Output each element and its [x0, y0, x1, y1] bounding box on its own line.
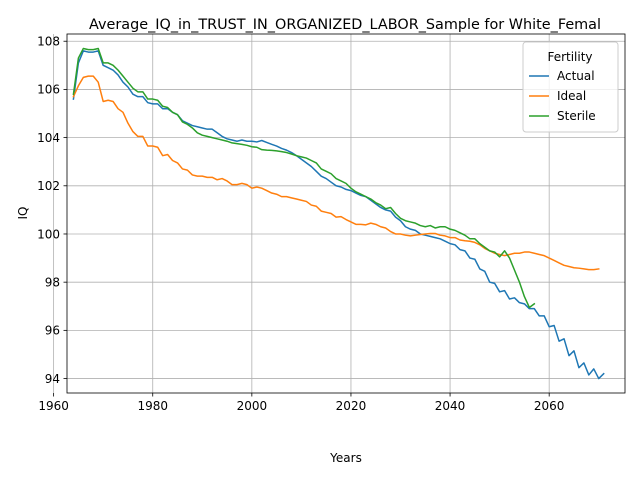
chart-title: Average_IQ_in_TRUST_IN_ORGANIZED_LABOR_S… [89, 17, 601, 33]
legend-items: Actual Ideal Sterile [529, 69, 596, 123]
x-tick-label: 1960 [38, 399, 69, 413]
y-tick-label: 98 [45, 275, 60, 289]
y-tick-label: 104 [37, 131, 60, 145]
y-tick-label: 108 [37, 35, 60, 49]
series-line-ideal [72, 75, 600, 271]
x-axis-label: Years [329, 451, 362, 465]
x-tick-label: 2040 [435, 399, 466, 413]
y-axis-label: IQ [16, 207, 30, 220]
x-tick-label: 2060 [534, 399, 565, 413]
legend-item-sterile: Sterile [529, 109, 596, 123]
legend-item-ideal: Ideal [529, 89, 586, 103]
legend: Fertility Actual Ideal Sterile [522, 41, 619, 133]
legend-label: Actual [557, 69, 595, 83]
legend-label: Ideal [557, 89, 586, 103]
legend-item-actual: Actual [529, 69, 595, 83]
series-line-actual [72, 50, 605, 380]
x-tick-label: 1980 [137, 399, 168, 413]
x-axis: 1960 1980 2000 2020 2040 2060 [38, 393, 564, 413]
plot-frame [66, 33, 626, 394]
y-tick-label: 106 [37, 83, 60, 97]
series-layer [72, 47, 605, 380]
legend-title: Fertility [547, 50, 592, 64]
series-line-sterile [72, 47, 536, 309]
y-tick-label: 102 [37, 179, 60, 193]
x-tick-label: 2000 [237, 399, 268, 413]
grid-lines [53, 34, 625, 393]
y-tick-label: 94 [45, 372, 60, 386]
y-tick-label: 96 [45, 324, 60, 338]
legend-box [522, 41, 619, 133]
x-tick-label: 2020 [336, 399, 367, 413]
y-axis: 94 96 98 100 102 104 106 108 [37, 35, 67, 386]
legend-label: Sterile [557, 109, 596, 123]
y-tick-label: 100 [37, 227, 60, 241]
